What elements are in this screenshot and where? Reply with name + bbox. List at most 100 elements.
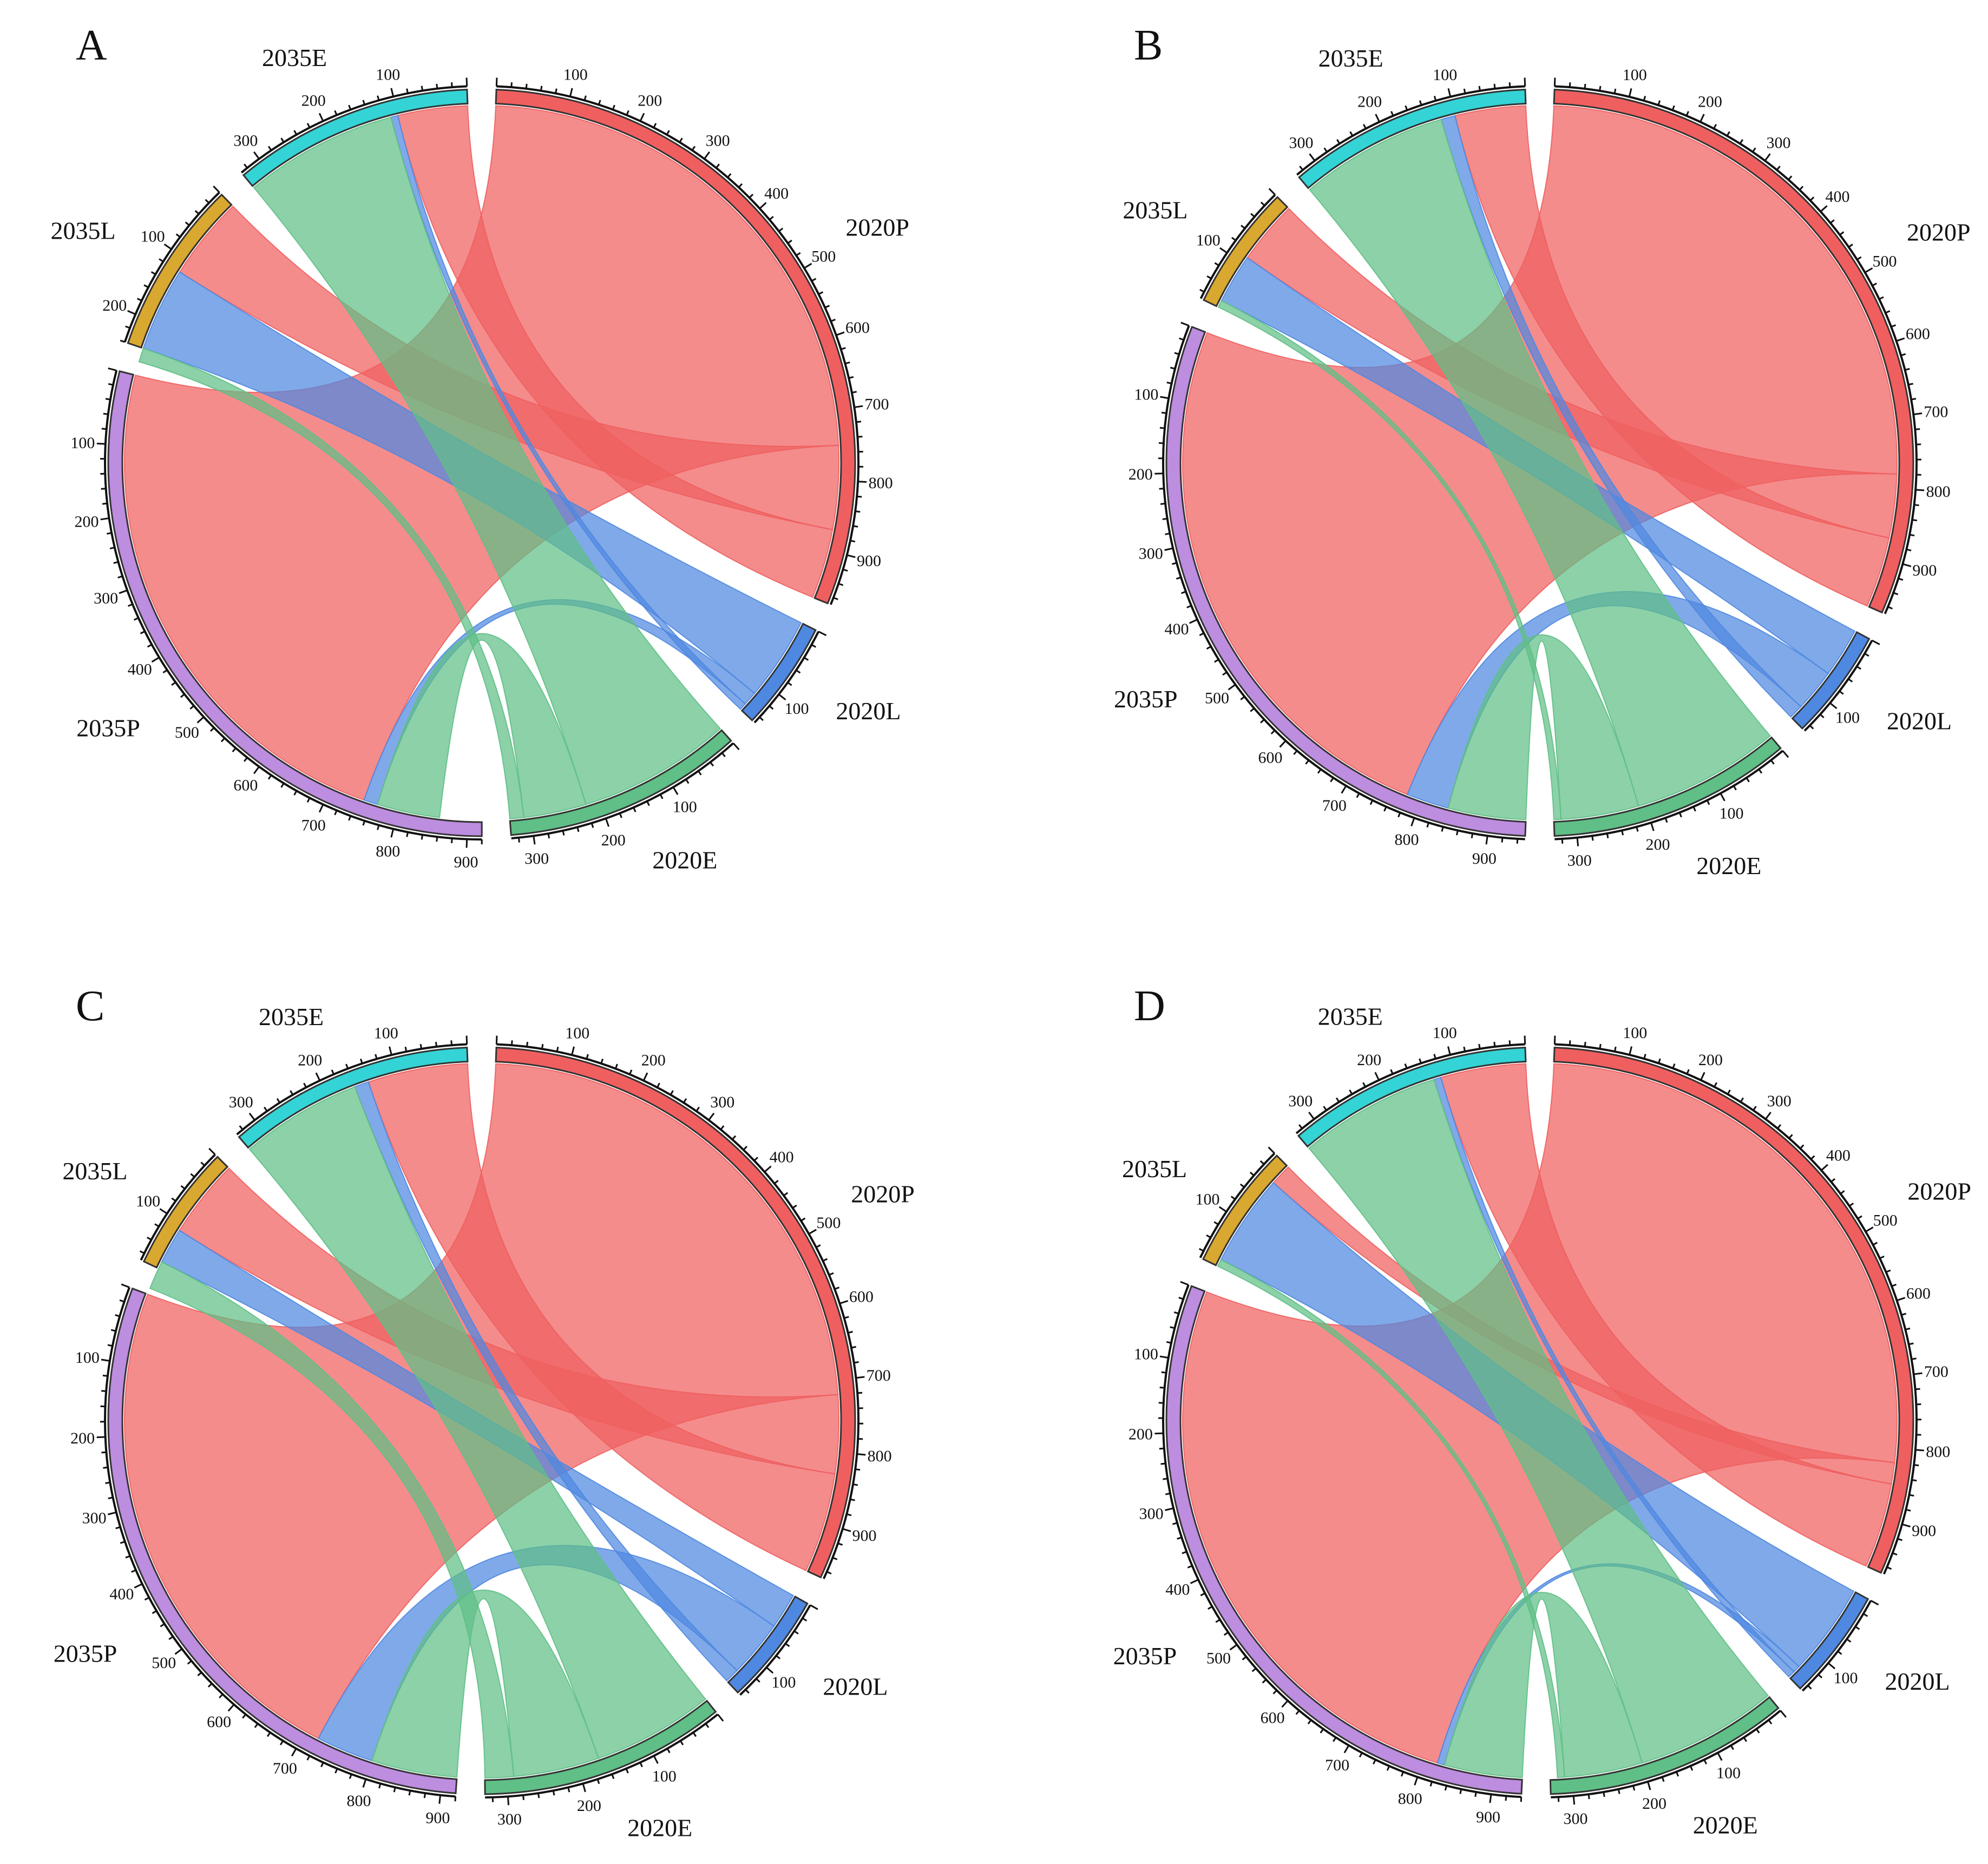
tick-mark xyxy=(1293,750,1298,755)
group-arc-2035p xyxy=(107,370,483,837)
tick-label: 100 xyxy=(374,1024,398,1042)
tick-mark xyxy=(154,1223,160,1228)
tick-mark xyxy=(96,1436,106,1439)
tick-mark xyxy=(1190,1579,1199,1584)
tick-mark xyxy=(140,631,146,634)
group-axis-2020l xyxy=(753,631,820,724)
tick-mark xyxy=(1433,1054,1436,1059)
tick-mark xyxy=(1837,1650,1842,1655)
tick-label: 100 xyxy=(652,1767,677,1785)
tick-mark xyxy=(128,603,133,607)
group-axis-2035p xyxy=(104,1287,456,1798)
tick-label: 300 xyxy=(1139,544,1163,562)
tick-mark xyxy=(759,716,764,721)
tick-label: 100 xyxy=(1134,386,1158,404)
tick-mark xyxy=(117,575,123,579)
tick-label: 100 xyxy=(1623,1024,1647,1042)
tick-mark xyxy=(175,233,181,238)
tick-mark xyxy=(692,1732,697,1737)
tick-mark xyxy=(1906,548,1912,552)
tick-mark xyxy=(1489,1794,1492,1803)
tick-mark xyxy=(1199,288,1205,293)
tick-mark xyxy=(120,339,126,343)
tick-label: 900 xyxy=(1472,850,1497,868)
tick-mark xyxy=(1671,105,1675,111)
tick-mark xyxy=(843,568,848,572)
tick-mark xyxy=(180,693,185,698)
tick-mark xyxy=(1864,267,1873,273)
tick-label: 100 xyxy=(565,1024,589,1042)
tick-mark xyxy=(1165,1492,1171,1495)
tick-mark xyxy=(194,210,200,215)
tick-mark xyxy=(1730,1745,1734,1750)
group-label-2035p: 2035P xyxy=(1114,685,1178,713)
tick-mark xyxy=(1356,793,1360,798)
tick-label: 200 xyxy=(1128,1426,1153,1443)
tick-mark xyxy=(1272,1690,1277,1695)
tick-mark xyxy=(1166,382,1172,384)
tick-label: 600 xyxy=(1261,1709,1285,1727)
tick-label: 600 xyxy=(1906,325,1930,343)
tick-mark xyxy=(306,1755,311,1761)
tick-label: 900 xyxy=(857,552,881,570)
tick-mark xyxy=(101,1451,107,1454)
tick-mark xyxy=(1230,1196,1236,1200)
tick-mark xyxy=(845,361,850,365)
tick-mark xyxy=(710,762,714,767)
tick-mark xyxy=(1485,836,1488,845)
tick-mark xyxy=(1223,1631,1229,1636)
tick-mark xyxy=(749,193,754,199)
tick-mark xyxy=(147,644,153,648)
tick-label: 300 xyxy=(1288,1092,1313,1110)
tick-label: 300 xyxy=(706,132,730,150)
tick-mark xyxy=(1161,1371,1166,1374)
tick-mark xyxy=(267,146,272,151)
tick-mark xyxy=(708,1112,715,1121)
group-arc-2035e xyxy=(1297,1046,1527,1148)
group-2035e: 100 200 300 2035E xyxy=(1289,44,1527,189)
tick-mark xyxy=(1914,504,1919,507)
tick-mark xyxy=(1672,1063,1676,1069)
tick-mark xyxy=(1686,1069,1690,1074)
tick-mark xyxy=(1902,563,1912,567)
tick-mark xyxy=(1180,1281,1189,1286)
tick-mark xyxy=(208,1147,216,1156)
tick-mark xyxy=(197,1671,202,1677)
tick-label: 300 xyxy=(1767,134,1791,152)
tick-label: 100 xyxy=(75,1349,100,1367)
tick-mark xyxy=(1268,188,1276,195)
tick-mark xyxy=(837,1543,843,1546)
tick-mark xyxy=(773,1179,779,1184)
group-arc-2035e xyxy=(238,1046,469,1149)
tick-mark xyxy=(1478,1043,1481,1049)
tick-mark xyxy=(841,347,846,350)
tick-mark xyxy=(362,1778,367,1788)
tick-mark xyxy=(189,705,195,710)
tick-mark xyxy=(1390,1069,1394,1074)
tick-mark xyxy=(239,1125,244,1130)
tick-mark xyxy=(1776,1124,1781,1129)
tick-mark xyxy=(171,681,176,686)
tick-label: 100 xyxy=(1623,66,1647,84)
tick-mark xyxy=(614,1064,618,1069)
tick-mark xyxy=(423,1793,427,1799)
tick-label: 100 xyxy=(771,1673,796,1691)
tick-mark xyxy=(600,1058,604,1064)
tick-mark xyxy=(1323,147,1328,153)
tick-label: 100 xyxy=(141,228,165,246)
tick-mark xyxy=(406,832,409,837)
tick-mark xyxy=(254,1723,259,1728)
tick-mark xyxy=(1661,1776,1665,1782)
tick-mark xyxy=(1643,95,1646,101)
tick-mark xyxy=(1295,1710,1300,1715)
tick-label: 600 xyxy=(1258,749,1282,767)
tick-mark xyxy=(571,1046,575,1055)
tick-mark xyxy=(1189,619,1198,624)
group-label-2035e: 2035E xyxy=(1318,1002,1383,1030)
tick-mark xyxy=(1390,111,1394,116)
tick-mark xyxy=(1320,1728,1324,1734)
tick-label: 200 xyxy=(298,1052,322,1069)
tick-mark xyxy=(783,1192,789,1197)
group-axis-2020e xyxy=(1554,750,1783,841)
tick-mark xyxy=(100,517,109,521)
